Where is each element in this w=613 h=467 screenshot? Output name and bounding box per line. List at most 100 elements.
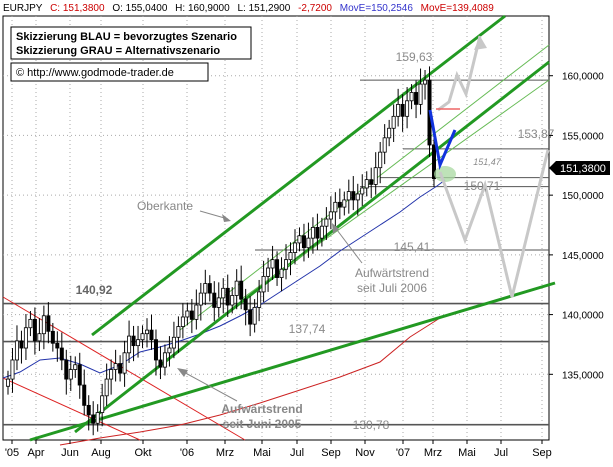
- candle-body: [216, 297, 221, 308]
- candle-body: [41, 315, 46, 335]
- candle-body: [32, 318, 37, 342]
- candle: [319, 217, 324, 247]
- candle-body: [28, 318, 33, 329]
- candle-body: [418, 83, 423, 105]
- candle-body: [167, 347, 172, 354]
- candle-body: [50, 330, 55, 344]
- candle-body: [73, 364, 78, 370]
- trendline-june-2005: [29, 281, 556, 442]
- annotations: Oberkante Aufwärtstrend seit Juli 2006 A…: [137, 199, 429, 431]
- candle: [243, 288, 248, 326]
- annotation-trend-2005-line2: seit Juni 2005: [223, 417, 302, 431]
- candle-body: [414, 92, 419, 105]
- candle: [176, 316, 181, 353]
- candle: [118, 355, 123, 382]
- candle: [207, 275, 212, 302]
- candle: [171, 321, 176, 359]
- candle: [248, 296, 253, 337]
- level-label-145-41: 145,41: [394, 240, 431, 254]
- trendline-oberkante: [91, 14, 506, 337]
- candle: [127, 320, 132, 363]
- candle-body: [198, 292, 203, 306]
- candle: [400, 94, 405, 132]
- candle-body: [180, 316, 185, 327]
- y-tick-label: 155,0000: [562, 131, 604, 142]
- candle: [342, 191, 347, 216]
- candle: [113, 349, 118, 382]
- candle-body: [230, 295, 235, 306]
- candle-body: [77, 364, 82, 386]
- candle-body: [145, 329, 150, 335]
- candle-body: [257, 291, 262, 308]
- candle: [257, 279, 262, 322]
- candle-body: [113, 363, 118, 370]
- candle: [14, 325, 19, 371]
- level-label-137-74: 137,74: [289, 322, 326, 336]
- candle: [68, 355, 73, 392]
- candle: [337, 188, 342, 220]
- candle-body: [288, 252, 293, 261]
- x-tick-label: Sep: [321, 447, 341, 459]
- candle-body: [310, 227, 315, 239]
- candle-body: [409, 92, 414, 102]
- trend-channel: [29, 14, 556, 442]
- candle: [364, 171, 369, 197]
- candle-body: [91, 414, 96, 424]
- candle-body: [82, 384, 87, 406]
- candle-body: [423, 79, 428, 85]
- candle: [6, 370, 11, 395]
- x-tick-label: Mrz: [424, 447, 442, 459]
- candle: [431, 136, 436, 188]
- plot-frame: [2, 15, 550, 441]
- candle: [185, 302, 190, 326]
- candle: [275, 251, 280, 286]
- candle: [346, 179, 351, 214]
- candle-body: [239, 280, 244, 300]
- candle-body: [252, 307, 257, 325]
- candle: [64, 349, 69, 395]
- copyright-text[interactable]: © http://www.godmode-trader.de: [16, 67, 174, 79]
- candle-body: [297, 235, 302, 244]
- candle: [46, 302, 51, 344]
- candle-body: [324, 218, 329, 227]
- candle-body: [207, 283, 212, 294]
- header-change: -2,7200: [298, 3, 332, 14]
- annotation-trend-2006-pointer: [333, 225, 363, 264]
- candle: [266, 257, 271, 292]
- candle-body: [431, 144, 436, 180]
- candle-body: [64, 359, 69, 380]
- candle: [378, 142, 383, 184]
- current-price-tag: 151,3800: [549, 161, 610, 175]
- info-box-frame: [10, 26, 252, 60]
- candle: [382, 124, 387, 165]
- candle-body: [337, 201, 342, 208]
- candle-body: [86, 404, 91, 416]
- alternative-scenario-up-path: [437, 35, 482, 112]
- annotation-trend-2005-line1: Aufwärtstrend: [221, 402, 302, 416]
- candle: [149, 314, 154, 350]
- candle: [180, 303, 185, 339]
- candle: [391, 104, 396, 143]
- candle-body: [221, 287, 226, 299]
- header-low: L: 151,2900: [237, 3, 290, 14]
- candle: [91, 401, 96, 436]
- candle-body: [6, 378, 11, 387]
- moving-average-blue: [2, 179, 446, 379]
- candle: [284, 244, 289, 280]
- level-label-130-78: 130,78: [353, 418, 390, 432]
- candle: [194, 289, 199, 330]
- price-tag-background: [549, 161, 610, 175]
- candle: [158, 346, 163, 380]
- info-box: Skizzierung BLAU = bevorzugtes Szenario …: [10, 26, 252, 82]
- candle-body: [100, 395, 105, 413]
- candle: [270, 245, 275, 280]
- preferred-scenario-path: [428, 109, 457, 171]
- candle-body: [346, 191, 351, 201]
- level-label-150-71: 150,71: [464, 179, 501, 193]
- candle-body: [95, 412, 100, 424]
- candle: [82, 369, 87, 416]
- candle-body: [234, 280, 239, 296]
- annotation-trend-2006-line1: Aufwärtstrend: [355, 266, 429, 280]
- level-label-159-63: 159,63: [396, 50, 433, 64]
